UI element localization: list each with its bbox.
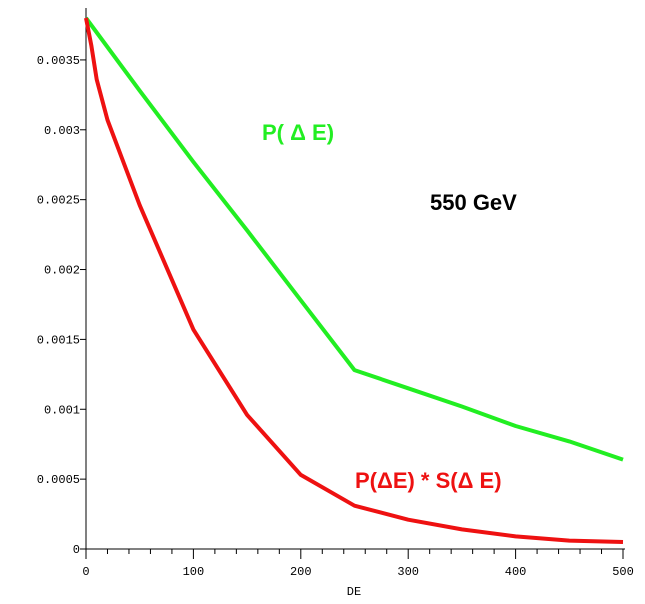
- line: [84, 16, 624, 462]
- y-tick-label: 0.001: [44, 403, 80, 417]
- y-tick-label: 0.0035: [37, 54, 80, 68]
- line: [84, 17, 624, 544]
- y-tick-label: 0.0015: [37, 333, 80, 347]
- y-tick-label: 0.0005: [37, 473, 80, 487]
- annotation: P( Δ E): [262, 120, 334, 145]
- x-tick-label: 500: [612, 565, 634, 579]
- x-tick-label: 400: [505, 565, 527, 579]
- annotation: P(ΔE) * S(Δ E): [355, 468, 502, 493]
- x-tick-label: 200: [290, 565, 312, 579]
- x-axis-label: DE: [347, 585, 361, 599]
- x-tick-label: 100: [183, 565, 205, 579]
- annotation: 550 GeV: [430, 190, 517, 215]
- y-tick-label: 0.003: [44, 124, 80, 138]
- x-tick-label: 300: [397, 565, 419, 579]
- y-tick-label: 0.002: [44, 264, 80, 278]
- y-tick-label: 0.0025: [37, 194, 80, 208]
- x-tick-label: 0: [82, 565, 89, 579]
- y-tick-label: 0: [73, 543, 80, 557]
